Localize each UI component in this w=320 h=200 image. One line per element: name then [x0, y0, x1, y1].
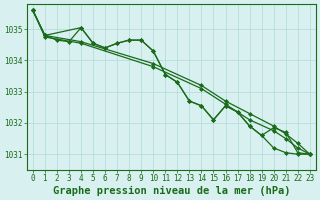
X-axis label: Graphe pression niveau de la mer (hPa): Graphe pression niveau de la mer (hPa) [52, 186, 290, 196]
